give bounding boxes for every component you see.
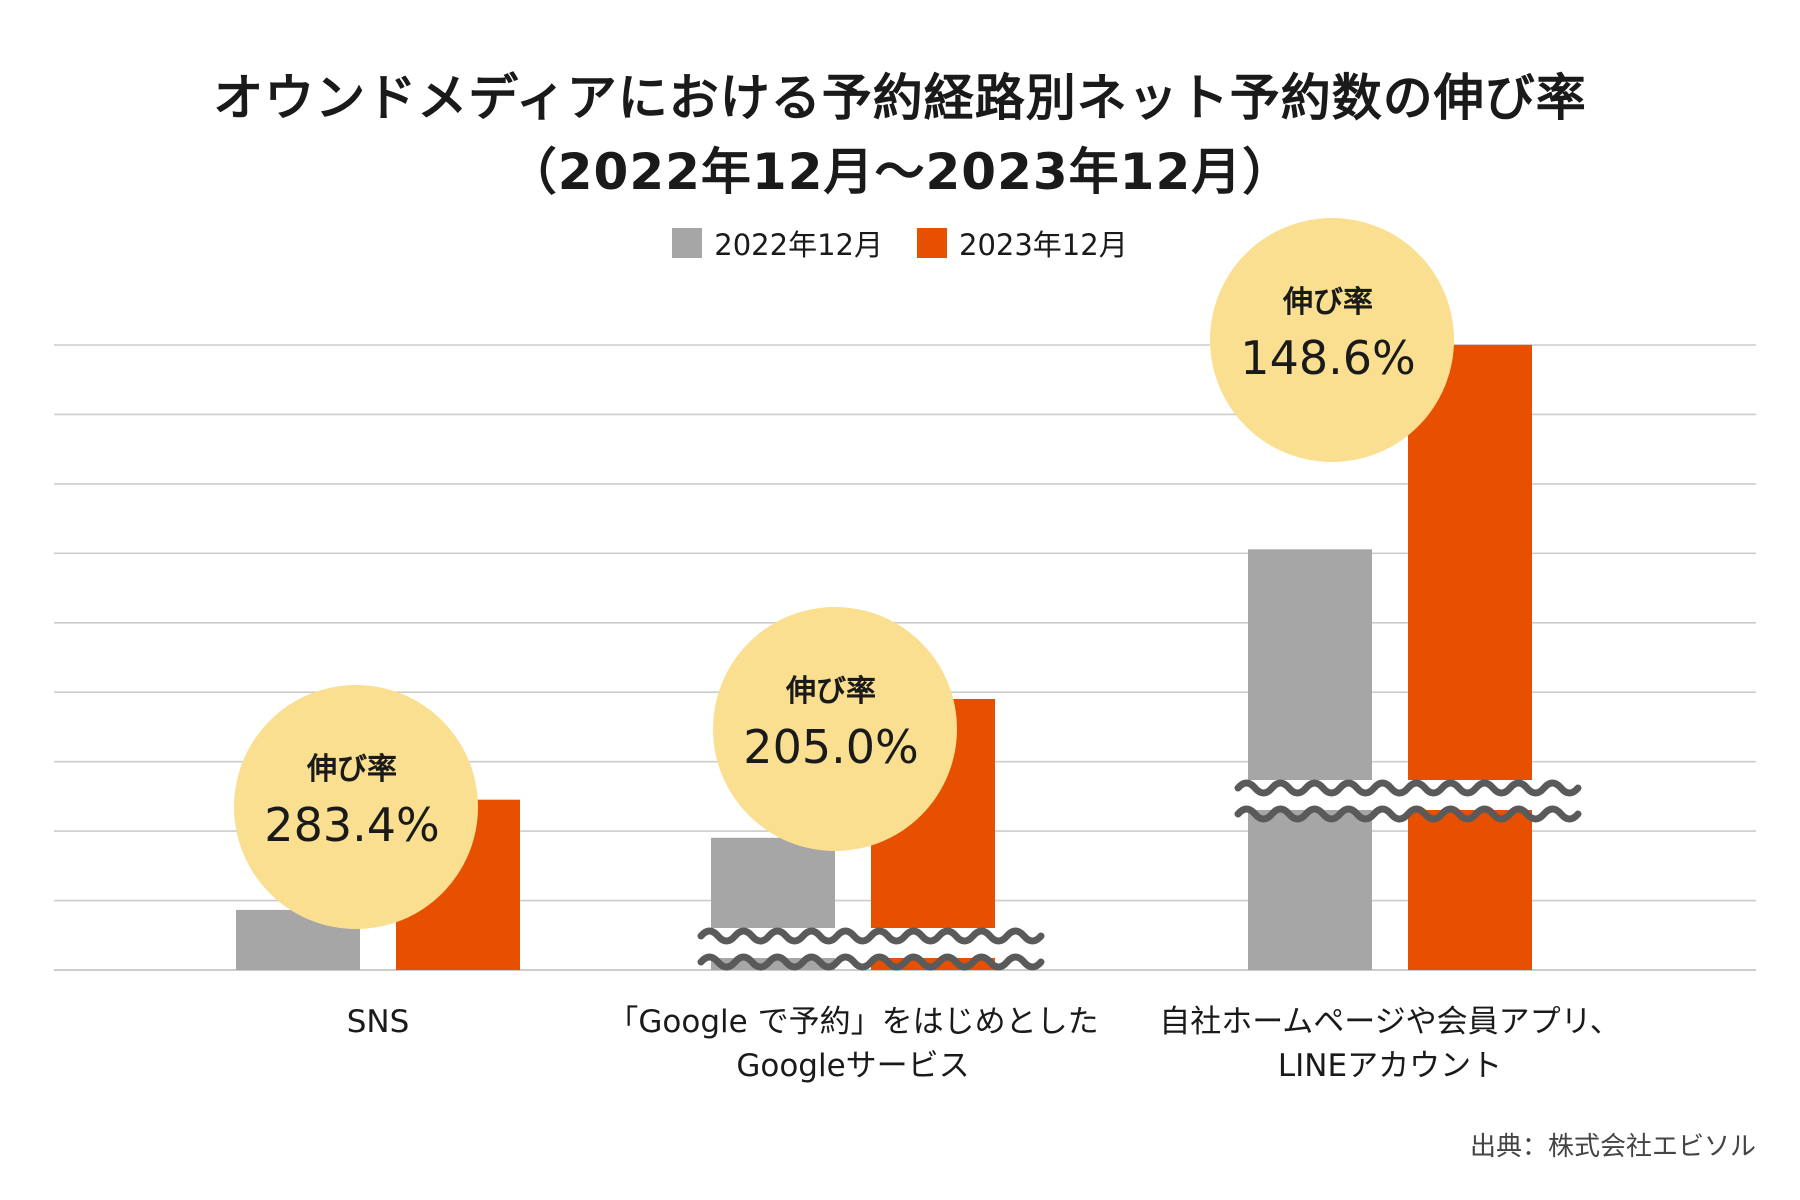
category-label-line: 自社ホームページや会員アプリ、 <box>1159 1004 1621 1040</box>
legend-label-2022: 2022年12月 <box>714 228 883 262</box>
axis-break-line <box>1234 779 1582 797</box>
axis-break-line <box>697 953 1045 971</box>
growth-bubble-1 <box>713 607 957 851</box>
category-label-line: 「Google で予約」をはじめとした <box>607 1004 1099 1040</box>
bar-2023-2 <box>1408 344 1532 970</box>
growth-rate-2: 148.6% <box>1240 331 1415 385</box>
legend-swatch-2023 <box>917 228 947 258</box>
legend-label-2023: 2023年12月 <box>959 228 1128 262</box>
category-label-line: SNS <box>346 1004 410 1040</box>
growth-bubble-2 <box>1210 218 1454 462</box>
legend: 2022年12月 2023年12月 <box>0 222 1800 264</box>
growth-label-1: 伸び率 <box>785 674 876 709</box>
axis-break-line <box>1234 805 1582 823</box>
category-label-1: 「Google で予約」をはじめとした Googleサービス <box>563 1000 1143 1088</box>
growth-bubble-0 <box>234 685 478 929</box>
growth-rate-0: 283.4% <box>264 798 439 852</box>
growth-label-0: 伸び率 <box>306 752 397 787</box>
chart-title-line2: （2022年12月～2023年12月） <box>506 143 1294 201</box>
category-label-0: SNS <box>88 1000 668 1044</box>
source-note: 出典：株式会社エビソル <box>1469 1132 1756 1162</box>
legend-item-2023: 2023年12月 <box>917 222 1128 264</box>
growth-label-2: 伸び率 <box>1282 285 1373 320</box>
bar-2022-2 <box>1248 549 1372 970</box>
chart-title-line1: オウンドメディアにおける予約経路別ネット予約数の伸び率 <box>213 69 1587 127</box>
legend-item-2022: 2022年12月 <box>672 222 883 264</box>
category-label-line: Googleサービス <box>736 1048 970 1084</box>
growth-rate-1: 205.0% <box>743 720 918 774</box>
legend-swatch-2022 <box>672 228 703 258</box>
category-label-line: LINEアカウント <box>1277 1048 1503 1084</box>
category-label-2: 自社ホームページや会員アプリ、 LINEアカウント <box>1100 1000 1680 1088</box>
axis-break-line <box>697 927 1045 945</box>
